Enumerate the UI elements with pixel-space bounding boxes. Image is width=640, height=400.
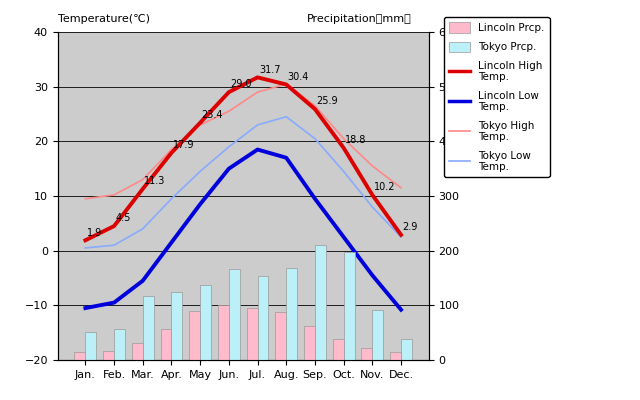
Bar [218,305,229,360]
Text: 4.5: 4.5 [115,213,131,223]
Text: 18.8: 18.8 [345,135,367,145]
Text: 30.4: 30.4 [287,72,309,82]
Bar [372,310,383,360]
Text: 1.9: 1.9 [87,228,102,238]
Bar [304,326,315,360]
Text: 29.0: 29.0 [230,79,252,89]
Bar [401,339,412,360]
Text: Temperature(℃): Temperature(℃) [58,14,150,24]
Bar [257,276,268,360]
Bar [85,332,96,360]
Bar [315,245,326,360]
Bar [344,252,355,360]
Bar [229,269,240,360]
Bar [189,311,200,360]
Bar [114,329,125,360]
Bar [172,292,182,360]
Bar [74,352,85,360]
Bar [362,348,372,360]
Bar [132,342,143,360]
Bar [143,296,154,360]
Text: 17.9: 17.9 [173,140,195,150]
Text: 23.4: 23.4 [202,110,223,120]
Bar [390,352,401,360]
Text: Precipitation（mm）: Precipitation（mm） [307,14,412,24]
Bar [275,312,286,360]
Bar [333,339,344,360]
Text: 11.3: 11.3 [144,176,166,186]
Bar [286,268,297,360]
Bar [161,329,172,360]
Text: 31.7: 31.7 [259,65,280,75]
Bar [200,285,211,360]
Text: 25.9: 25.9 [316,96,338,106]
Text: 2.9: 2.9 [403,222,418,232]
Text: 10.2: 10.2 [374,182,396,192]
Legend: Lincoln Prcp., Tokyo Prcp., Lincoln High
Temp., Lincoln Low
Temp., Tokyo High
Te: Lincoln Prcp., Tokyo Prcp., Lincoln High… [444,17,550,178]
Bar [246,308,257,360]
Bar [103,351,114,360]
